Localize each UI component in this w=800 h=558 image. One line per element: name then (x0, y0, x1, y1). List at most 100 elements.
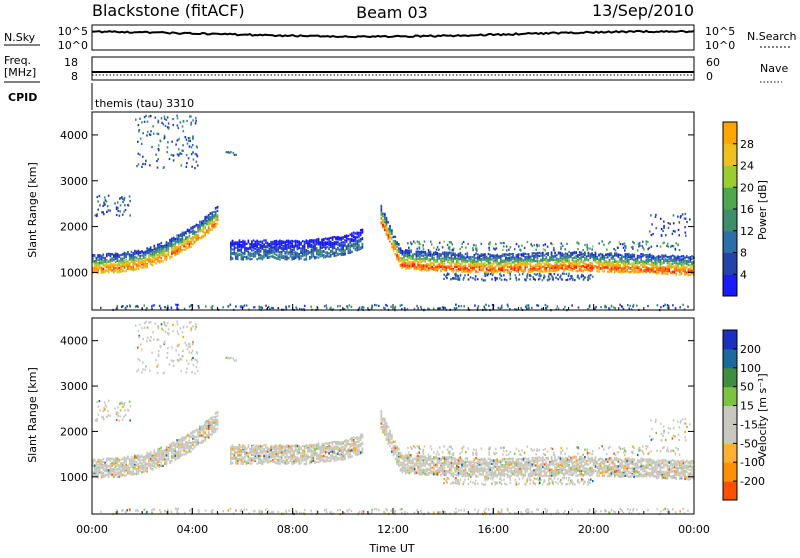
power-cell (159, 254, 161, 256)
power-cell (496, 255, 498, 257)
power-cell (110, 253, 112, 255)
power-cell (155, 249, 157, 251)
power-cell (122, 253, 124, 255)
power-cell (546, 307, 548, 309)
power-cell (188, 157, 190, 159)
power-cell (455, 304, 457, 306)
power-cell (489, 269, 491, 271)
power-cell (430, 267, 432, 269)
power-cell (454, 307, 456, 309)
power-cell (110, 255, 112, 257)
power-cell (234, 253, 236, 255)
power-cell (619, 267, 621, 269)
power-cell (428, 251, 430, 253)
power-cell (386, 219, 388, 221)
power-cell (300, 252, 302, 254)
power-cell (237, 253, 239, 255)
power-cell (180, 121, 182, 123)
power-cell (321, 241, 323, 243)
power-cell (612, 255, 614, 257)
power-cell (135, 119, 137, 121)
power-cell (161, 248, 163, 250)
power-cell (194, 225, 196, 227)
power-cell (199, 228, 201, 230)
power-cell (246, 304, 248, 306)
power-cell (248, 257, 250, 259)
power-cell (393, 245, 395, 247)
power-cell (239, 249, 241, 251)
power-cell (582, 262, 584, 264)
power-cell (554, 267, 556, 269)
power-cell (230, 256, 232, 258)
power-cell (507, 257, 509, 259)
power-cell (262, 248, 264, 250)
power-cell (639, 266, 641, 268)
power-cell (293, 248, 295, 250)
power-cell (131, 266, 133, 268)
power-cell (551, 270, 553, 272)
power-cell (675, 260, 677, 262)
power-cell (558, 251, 560, 253)
freq-unit-label: [MHz] (4, 66, 36, 79)
power-cell (192, 243, 194, 245)
power-cell (346, 234, 348, 236)
power-cell (668, 262, 670, 264)
power-cell (656, 263, 658, 265)
power-cell (568, 255, 570, 257)
power-cell (97, 259, 99, 261)
power-cell (419, 268, 421, 270)
power-cell (505, 256, 507, 258)
power-cell (251, 258, 253, 260)
power-cell (127, 268, 129, 270)
power-cell (111, 269, 113, 271)
power-cell (147, 121, 149, 123)
power-cell (180, 246, 182, 248)
power-cell (194, 233, 196, 235)
power-cell (118, 254, 120, 256)
power-cell (458, 265, 460, 267)
power-cell (612, 264, 614, 266)
power-cell (307, 252, 309, 254)
power-cell (421, 252, 423, 254)
power-cell (230, 254, 232, 256)
power-cell (306, 258, 308, 260)
power-cell (653, 262, 655, 264)
power-cell (378, 305, 380, 307)
power-cell (123, 211, 125, 213)
power-cell (521, 258, 523, 260)
power-cell (208, 223, 210, 225)
power-cell (574, 260, 576, 262)
power-cell (389, 234, 391, 236)
power-cell (176, 234, 178, 236)
power-cell (649, 264, 651, 266)
power-cell (94, 255, 96, 257)
power-cell (113, 254, 115, 256)
power-cell (403, 256, 405, 258)
power-cell (208, 216, 210, 218)
power-cell (398, 247, 400, 249)
power-cell (423, 254, 425, 256)
power-cell (611, 263, 613, 265)
power-cell (475, 263, 477, 265)
power-cell (194, 167, 196, 169)
power-cell (530, 269, 532, 271)
power-cell (142, 163, 144, 165)
power-cell (670, 272, 672, 274)
power-cell (122, 270, 124, 272)
power-cell (396, 255, 398, 257)
power-cell (637, 270, 639, 272)
power-cell (302, 250, 304, 252)
power-cell (320, 247, 322, 249)
power-cell (96, 264, 98, 266)
power-cell (653, 270, 655, 272)
power-cell (335, 238, 337, 240)
power-cell (105, 199, 107, 201)
power-cell (326, 305, 328, 307)
power-cell (533, 265, 535, 267)
power-cell (152, 256, 154, 258)
power-cell (143, 251, 145, 253)
power-cell (298, 247, 300, 249)
power-cell (101, 258, 103, 260)
power-cell (586, 268, 588, 270)
power-cell (445, 252, 447, 254)
